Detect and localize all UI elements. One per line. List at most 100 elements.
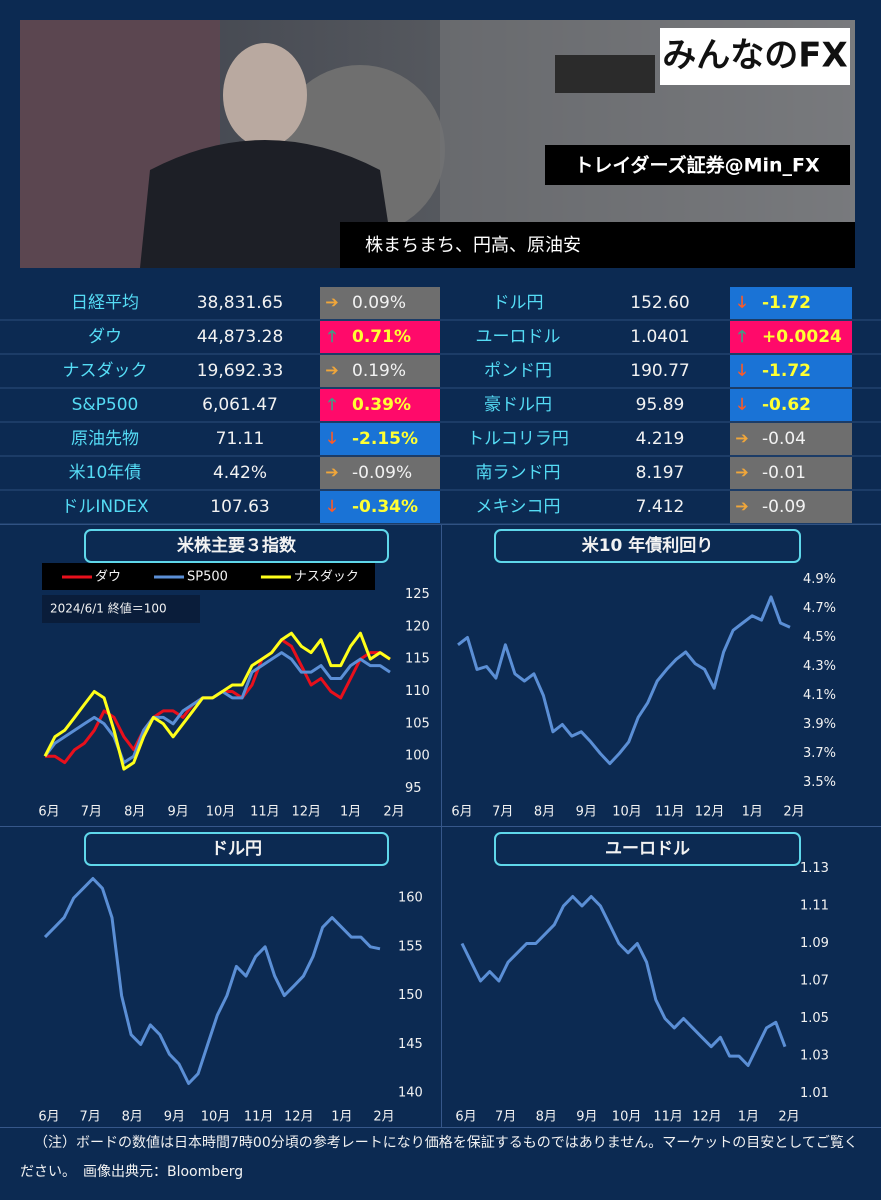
x-tick-label: 8月: [122, 1110, 143, 1125]
logo: みんなのFX: [662, 36, 847, 76]
footer-note: （注）ボードの数値は日本時間7時00分頃の参考レートになり価格を保証するものでは…: [20, 1135, 858, 1180]
y-tick-label: 95: [405, 781, 422, 796]
market-name: ダウ: [88, 327, 122, 347]
logo-box: [660, 28, 850, 85]
chart-title: ドル円: [211, 839, 262, 859]
x-tick-label: 6月: [38, 1110, 59, 1125]
change-arrow: ➔: [325, 293, 338, 312]
chart-title: ユーロドル: [605, 839, 690, 859]
market-name: 豪ドル円: [484, 394, 552, 415]
x-tick-label: 2月: [373, 1110, 394, 1125]
headline: 株まちまち、円高、原油安: [365, 235, 581, 256]
x-tick-label: 1月: [340, 805, 361, 820]
chart-title-box: [84, 832, 389, 866]
x-tick-label: 9月: [167, 805, 188, 820]
change-arrow: ➔: [735, 497, 748, 516]
market-name: ナスダック: [63, 361, 148, 381]
change-box: [730, 491, 852, 523]
x-tick-label: 9月: [164, 1110, 185, 1125]
change-value: 0.09%: [352, 293, 406, 313]
y-tick-label: 125: [405, 587, 430, 602]
series-line: [43, 651, 391, 765]
x-tick-label: 8月: [534, 805, 555, 820]
chart-title-box: [84, 529, 389, 563]
change-value: -0.62: [762, 395, 811, 415]
market-value: 71.11: [216, 429, 265, 449]
change-box: [730, 423, 852, 455]
change-box: [320, 355, 440, 387]
x-tick-label: 8月: [536, 1110, 557, 1125]
market-value: 1.0401: [630, 327, 689, 347]
x-tick-label: 7月: [492, 805, 513, 820]
change-value: -1.72: [762, 293, 811, 313]
x-tick-label: 7月: [495, 1110, 516, 1125]
x-tick-label: 9月: [576, 805, 597, 820]
y-tick-label: 120: [405, 619, 430, 634]
market-name: ドル円: [493, 293, 544, 313]
account: トレイダーズ証券@Min_FX: [574, 154, 820, 177]
change-value: 0.19%: [352, 361, 406, 381]
y-tick-label: 1.13: [800, 861, 829, 876]
chart-title-box: [494, 529, 801, 563]
legend-label: SP500: [187, 570, 228, 585]
y-tick-label: 4.5%: [803, 630, 836, 645]
x-tick-label: 6月: [451, 805, 472, 820]
y-tick-label: 145: [398, 1037, 423, 1052]
y-tick-label: 105: [405, 716, 430, 731]
change-box: [320, 457, 440, 489]
x-tick-label: 11月: [655, 805, 685, 820]
chart-title: 米株主要３指数: [177, 535, 297, 556]
market-value: 6,061.47: [202, 395, 278, 415]
series-line: [43, 631, 391, 771]
x-tick-label: 12月: [692, 1110, 722, 1125]
x-tick-label: 2月: [783, 805, 804, 820]
x-tick-label: 1月: [742, 805, 763, 820]
legend-label: ナスダック: [294, 570, 359, 585]
y-tick-label: 3.7%: [803, 746, 836, 761]
y-tick-label: 110: [405, 684, 430, 699]
chart-title: 米10 年債利回り: [582, 535, 714, 556]
x-tick-label: 11月: [653, 1110, 683, 1125]
series-line: [45, 638, 391, 765]
legend-box: [42, 563, 375, 590]
change-value: +0.0024: [762, 327, 842, 347]
change-box: [320, 321, 440, 353]
chart-title-box: [494, 832, 801, 866]
change-box: [730, 321, 852, 353]
y-tick-label: 1.01: [800, 1086, 829, 1101]
market-value: 8.197: [636, 463, 685, 483]
y-tick-label: 3.5%: [803, 775, 836, 790]
y-tick-label: 1.09: [800, 936, 829, 951]
market-value: 44,873.28: [197, 327, 284, 347]
y-tick-label: 1.03: [800, 1049, 829, 1064]
change-value: -0.01: [762, 463, 806, 483]
annotation: 2024/6/1 終値＝100: [50, 601, 167, 616]
x-tick-label: 10月: [612, 1110, 642, 1125]
market-value: 4.42%: [213, 463, 267, 483]
market-value: 190.77: [630, 361, 689, 381]
market-name: トルコリラ円: [467, 429, 569, 449]
y-tick-label: 1.05: [800, 1011, 829, 1026]
x-tick-label: 10月: [206, 805, 236, 820]
y-tick-label: 150: [398, 988, 423, 1003]
legend-label: ダウ: [95, 570, 121, 585]
account-box: [545, 145, 850, 185]
change-value: -2.15%: [352, 429, 418, 449]
change-arrow: 🡓: [328, 429, 336, 448]
market-name: ユーロドル: [476, 327, 561, 347]
change-value: -1.72: [762, 361, 811, 381]
change-box: [730, 355, 852, 387]
y-tick-label: 4.3%: [803, 659, 836, 674]
change-arrow: ➔: [325, 463, 338, 482]
y-tick-label: 4.7%: [803, 601, 836, 616]
market-name: ドルINDEX: [61, 497, 149, 517]
change-value: -0.04: [762, 429, 806, 449]
change-arrow: 🡓: [738, 293, 746, 312]
change-value: -0.09%: [352, 463, 412, 483]
y-tick-label: 1.11: [800, 898, 829, 913]
market-name: S&P500: [72, 395, 139, 415]
change-box: [730, 389, 852, 421]
market-value: 4.219: [636, 429, 685, 449]
